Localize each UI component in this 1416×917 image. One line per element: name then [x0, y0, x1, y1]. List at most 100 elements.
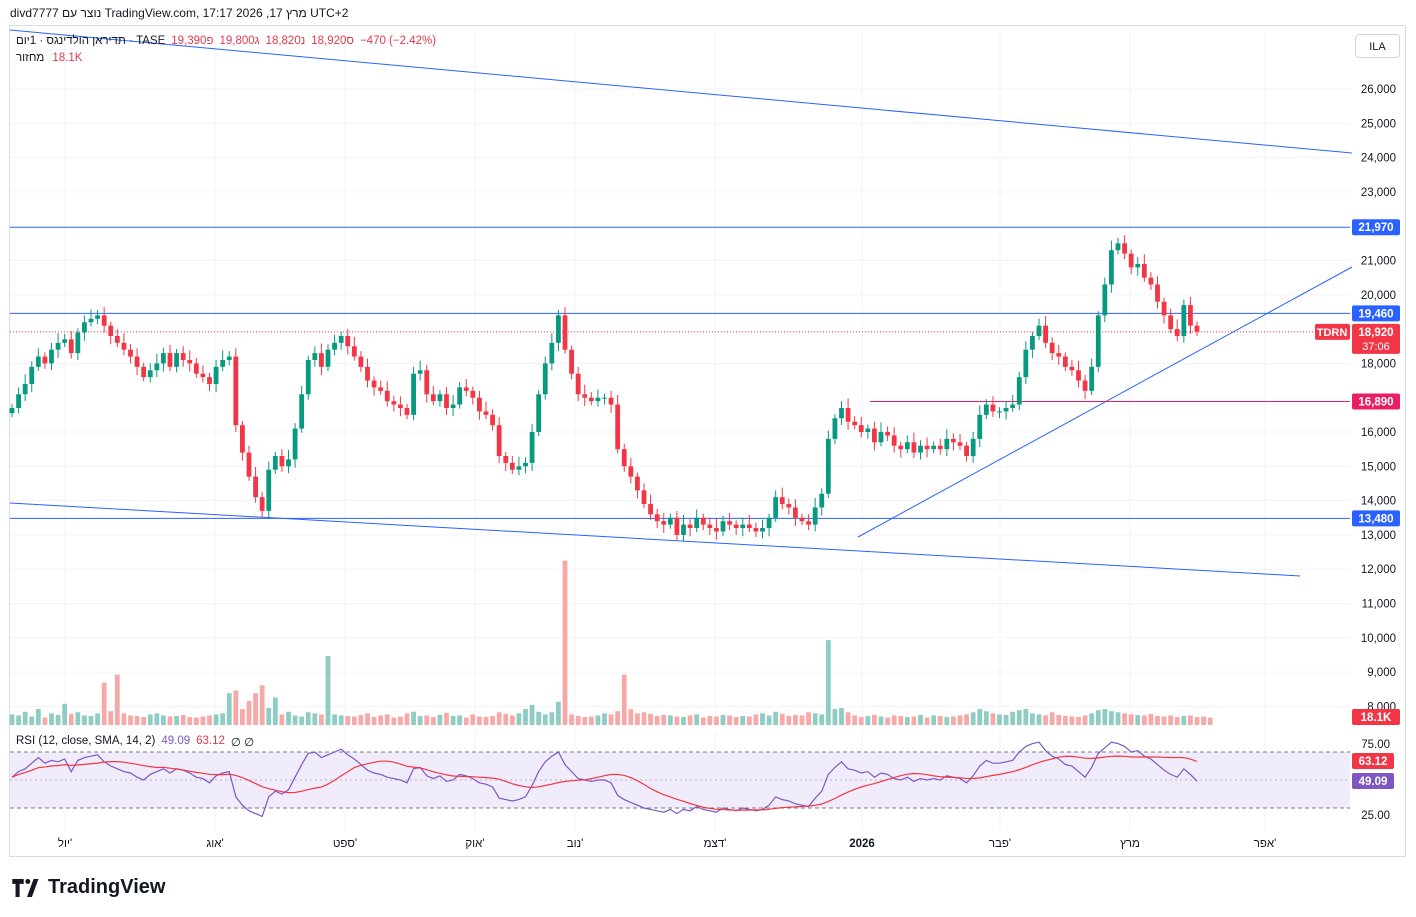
channel-upper-line[interactable]	[9, 29, 1353, 154]
volume-bar	[891, 715, 897, 725]
volume-bar	[154, 713, 160, 725]
rsi-title[interactable]: RSI (12, close, SMA, 14, 2)	[16, 735, 156, 747]
price-tag-text: 19,460	[1358, 308, 1393, 320]
candle	[95, 315, 100, 319]
candle	[305, 359, 311, 395]
volume-bar	[463, 717, 469, 725]
candle	[477, 397, 482, 412]
volume-bar	[1115, 712, 1121, 725]
currency-button[interactable]: ILA	[1355, 34, 1400, 58]
volume-label[interactable]: מחזור	[16, 52, 45, 64]
volume-bar	[951, 716, 956, 725]
candle	[1188, 305, 1193, 326]
volume-bar	[852, 715, 858, 725]
volume-bar	[1174, 717, 1180, 725]
tradingview-brand[interactable]: TradingView	[12, 876, 165, 899]
brand-name: TradingView	[48, 876, 166, 898]
candle	[1122, 243, 1127, 254]
volume-bar	[351, 716, 357, 725]
volume-bar	[720, 714, 726, 725]
candle	[839, 407, 844, 419]
volume-bar	[332, 714, 337, 725]
volume-bar	[299, 716, 305, 725]
candle	[819, 493, 825, 508]
volume-bar	[1036, 714, 1042, 725]
rising-trendline[interactable]	[857, 266, 1353, 538]
volume-bar	[16, 715, 21, 725]
volume-bar	[266, 708, 272, 725]
candle	[82, 322, 87, 333]
volume-bar	[839, 708, 844, 725]
volume-bar	[562, 560, 568, 725]
candle	[891, 435, 897, 446]
volume-bar	[957, 715, 963, 725]
candle	[240, 425, 245, 453]
candle	[1181, 305, 1187, 336]
candle	[299, 394, 305, 429]
rsi-legend-ma: 63.12	[196, 735, 225, 747]
candle	[259, 497, 265, 511]
candle	[174, 353, 179, 367]
candle	[641, 490, 647, 505]
candle	[746, 524, 752, 529]
legend-close: ס18,920	[311, 35, 354, 47]
volume-tag-text: 18.1K	[1361, 712, 1392, 724]
volume-bar	[1122, 713, 1127, 725]
candle	[608, 397, 614, 405]
candle	[49, 349, 54, 364]
channel-lower-line[interactable]	[9, 502, 1301, 577]
volume-bar	[1155, 715, 1160, 725]
candle	[1089, 366, 1095, 391]
symbol-label[interactable]: תדיראן הולדינגס · 1יום · TASE	[16, 35, 166, 47]
chart-frame[interactable]	[9, 25, 1406, 857]
volume-bar	[931, 715, 937, 725]
candle	[740, 524, 746, 529]
candle	[885, 432, 890, 436]
volume-bar	[845, 712, 851, 725]
candle	[312, 353, 318, 360]
candle	[338, 335, 344, 343]
x-tick-label: מרץ	[1120, 838, 1140, 850]
volume-bar	[687, 715, 693, 725]
volume-bar	[1049, 712, 1055, 725]
volume-bar	[812, 713, 818, 725]
rsi-line[interactable]	[11, 741, 1198, 818]
volume-bar	[779, 713, 785, 725]
x-tick-label: יול'	[58, 837, 72, 850]
volume-bar	[983, 711, 989, 725]
candle	[937, 445, 943, 450]
candle	[523, 462, 528, 467]
candle	[990, 404, 996, 412]
x-tick-label: דצמ'	[704, 838, 727, 850]
candle	[128, 349, 133, 357]
y-tick-label: 25,000	[1361, 118, 1396, 130]
volume-bar	[180, 714, 186, 725]
candle	[964, 445, 969, 457]
candle	[556, 315, 561, 343]
volume-bar	[1089, 713, 1095, 725]
candle	[872, 428, 877, 443]
volume-bar	[358, 714, 364, 725]
candle	[351, 346, 357, 357]
candle	[753, 528, 759, 532]
candle	[1030, 335, 1035, 350]
volume-bar	[167, 716, 173, 725]
volume-bar	[733, 717, 739, 725]
volume-bar	[582, 717, 588, 725]
candle	[154, 363, 160, 371]
volume-bar	[1168, 715, 1174, 725]
volume-bar	[700, 717, 706, 725]
rsi-ma-line[interactable]	[11, 755, 1198, 811]
volume-bar	[378, 715, 384, 725]
candle	[292, 428, 298, 460]
volume-bar	[1056, 714, 1062, 725]
candle	[687, 524, 693, 529]
volume-bar	[207, 715, 212, 725]
candle	[490, 414, 495, 426]
volume-bar	[22, 711, 28, 725]
last-price-tag	[1352, 323, 1400, 354]
candle	[575, 373, 581, 395]
candle	[602, 397, 607, 399]
volume-bar	[641, 712, 647, 725]
